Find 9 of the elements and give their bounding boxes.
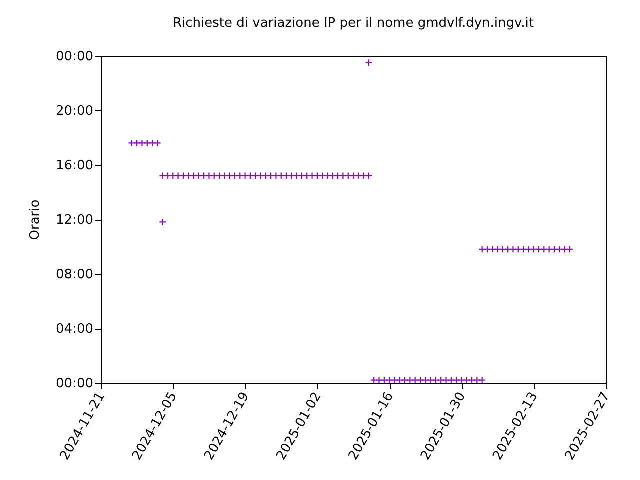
y-tick-label: 16:00 — [56, 158, 94, 174]
y-axis-title: Orario — [28, 200, 44, 240]
y-tick-label: 00:00 — [56, 50, 94, 64]
y-tick-label: 04:00 — [56, 322, 94, 337]
y-tick-label: 12:00 — [56, 213, 94, 228]
y-tick-label: 20:00 — [56, 104, 94, 119]
y-tick-label: 08:00 — [56, 268, 94, 282]
chart-title: Richieste di variazione IP per il nome gmdvlf.dyn.ingv.it — [172, 16, 534, 31]
y-tick-label: 00:00 — [56, 376, 94, 392]
